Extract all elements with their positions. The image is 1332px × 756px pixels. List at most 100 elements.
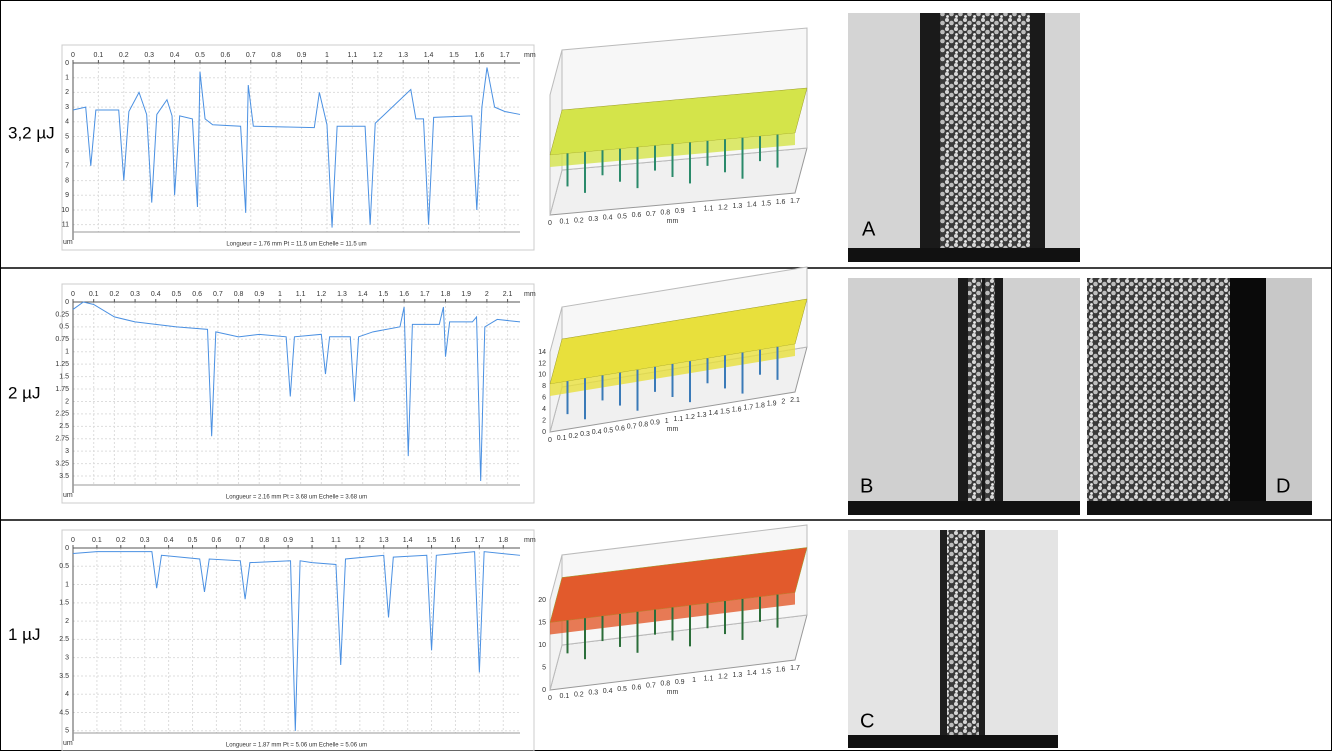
surface-tick-label: 0.6 — [632, 684, 642, 691]
surface-band — [549, 547, 808, 623]
surface-tick-label: 1.4 — [747, 202, 757, 209]
surface-tick-label: 0.2 — [574, 691, 584, 698]
y-tick-label: 0 — [65, 545, 69, 552]
surface-tick-label: 0.1 — [560, 693, 570, 700]
x-tick-label: 0.2 — [119, 52, 129, 59]
surface-z-label: 12 — [538, 360, 546, 367]
surface-z-label: 0 — [542, 687, 546, 694]
x-tick-label: 0 — [71, 537, 75, 544]
y-tick-label: 11 — [62, 221, 69, 228]
y-tick-label: 0 — [65, 60, 69, 67]
surface-z-label: 20 — [538, 597, 546, 604]
y-tick-label: 0.5 — [59, 563, 69, 570]
surface-tick-label: 0.6 — [615, 425, 625, 432]
y-tick-label: 3 — [65, 448, 69, 455]
surface-unit: mm — [667, 218, 679, 225]
surface-z-label: 8 — [542, 383, 546, 390]
profile-line — [72, 551, 521, 731]
surface-tick-label: 1.6 — [776, 199, 786, 206]
surface-tick-label: 1.4 — [708, 410, 718, 417]
surface-tick-label: 0.5 — [617, 686, 627, 693]
x-tick-label: 0 — [71, 291, 75, 298]
surface-tick-label: 0 — [548, 220, 552, 227]
surface-unit: mm — [667, 426, 679, 433]
x-tick-label: 1.3 — [398, 52, 408, 59]
y-tick-label: 1 — [65, 581, 69, 588]
y-tick-label: 3 — [65, 104, 69, 111]
sem-image: C — [848, 530, 1058, 748]
x-tick-label: 0.2 — [110, 291, 120, 298]
surface-tick-label: 0.4 — [603, 215, 613, 222]
x-tick-label: 0.5 — [195, 52, 205, 59]
surface-tick-label: 0.3 — [588, 690, 598, 697]
surface-tick-label: 1.5 — [761, 200, 771, 207]
x-tick-label: 1.3 — [379, 537, 389, 544]
x-tick-label: 0.9 — [283, 537, 293, 544]
x-tick-label: 0.9 — [254, 291, 264, 298]
chart-caption: Longueur = 1.87 mm Pt = 5.06 um Echelle … — [226, 743, 367, 749]
x-tick-label: 1.2 — [316, 291, 326, 298]
surface-tick-label: 0.2 — [574, 217, 584, 224]
surface-tick-label: 1.3 — [732, 203, 742, 210]
y-tick-label: 2 — [65, 618, 69, 625]
surface-tick-label: 1.1 — [704, 206, 714, 213]
y-tick-label: 1.5 — [59, 600, 69, 607]
y-tick-label: 5 — [65, 133, 69, 140]
surface-z-label: 6 — [542, 395, 546, 402]
x-tick-label: 1.4 — [424, 52, 434, 59]
chart-caption: Longueur = 1.76 mm Pt = 11.5 um Echelle … — [226, 242, 366, 248]
surface-tick-label: 1.9 — [767, 401, 777, 408]
surface-tick-label: 1.5 — [761, 668, 771, 675]
x-tick-label: 1.3 — [337, 291, 347, 298]
y-tick-label: 8 — [65, 177, 69, 184]
surface-unit: mm — [667, 689, 679, 696]
surface-z-label: 15 — [538, 619, 546, 626]
surface-tick-label: 0.1 — [560, 219, 570, 226]
surface-z-label: 0 — [542, 429, 546, 436]
y-unit: um — [63, 239, 73, 246]
x-tick-label: 0.3 — [140, 537, 150, 544]
x-tick-label: 0.4 — [164, 537, 174, 544]
x-tick-label: 0.3 — [144, 52, 154, 59]
y-tick-label: 6 — [65, 148, 69, 155]
y-tick-label: 0.5 — [59, 324, 69, 331]
surface-tick-label: 0.8 — [660, 209, 670, 216]
x-tick-label: 1 — [310, 537, 314, 544]
surface-tick-label: 0.8 — [638, 422, 648, 429]
y-tick-label: 9 — [65, 192, 69, 199]
x-tick-label: 1.5 — [449, 52, 459, 59]
x-tick-label: 0.7 — [235, 537, 245, 544]
sem-image: B — [848, 278, 1080, 515]
x-unit: mm — [524, 52, 536, 59]
x-tick-label: 1 — [278, 291, 282, 298]
surface-tick-label: 0.1 — [557, 435, 567, 442]
x-tick-label: 1.5 — [427, 537, 437, 544]
surface-tick-label: 1.1 — [673, 416, 683, 423]
surface-tick-label: 1.2 — [718, 204, 728, 211]
x-tick-label: 1.6 — [451, 537, 461, 544]
surface-tick-label: 0 — [548, 695, 552, 702]
y-tick-label: 3.25 — [55, 460, 69, 467]
surface-tick-label: 0.7 — [646, 682, 656, 689]
x-tick-label: 1.2 — [355, 537, 365, 544]
surface-tick-label: 0.9 — [650, 420, 660, 427]
surface-tick-label: 1.5 — [720, 408, 730, 415]
y-tick-label: 2.5 — [59, 636, 69, 643]
surface-tick-label: 1.7 — [790, 665, 800, 672]
panel-letter: A — [862, 218, 876, 240]
surface-z-label: 5 — [542, 664, 546, 671]
surface-tick-label: 1.6 — [732, 406, 742, 413]
y-tick-label: 1.5 — [59, 373, 69, 380]
surface-tick-label: 0.7 — [646, 211, 656, 218]
y-tick-label: 7 — [65, 163, 69, 170]
surface-tick-label: 1.7 — [743, 404, 753, 411]
surface-band — [549, 87, 808, 156]
y-tick-label: 2 — [65, 398, 69, 405]
surface-tick-label: 1 — [692, 207, 696, 214]
x-tick-label: 0.7 — [246, 52, 256, 59]
x-tick-label: 0.8 — [271, 52, 281, 59]
surface-tick-label: 0.5 — [603, 427, 613, 434]
row-label: 3,2 µJ — [8, 123, 55, 142]
x-tick-label: 0.1 — [92, 537, 102, 544]
x-tick-label: 1.8 — [498, 537, 508, 544]
